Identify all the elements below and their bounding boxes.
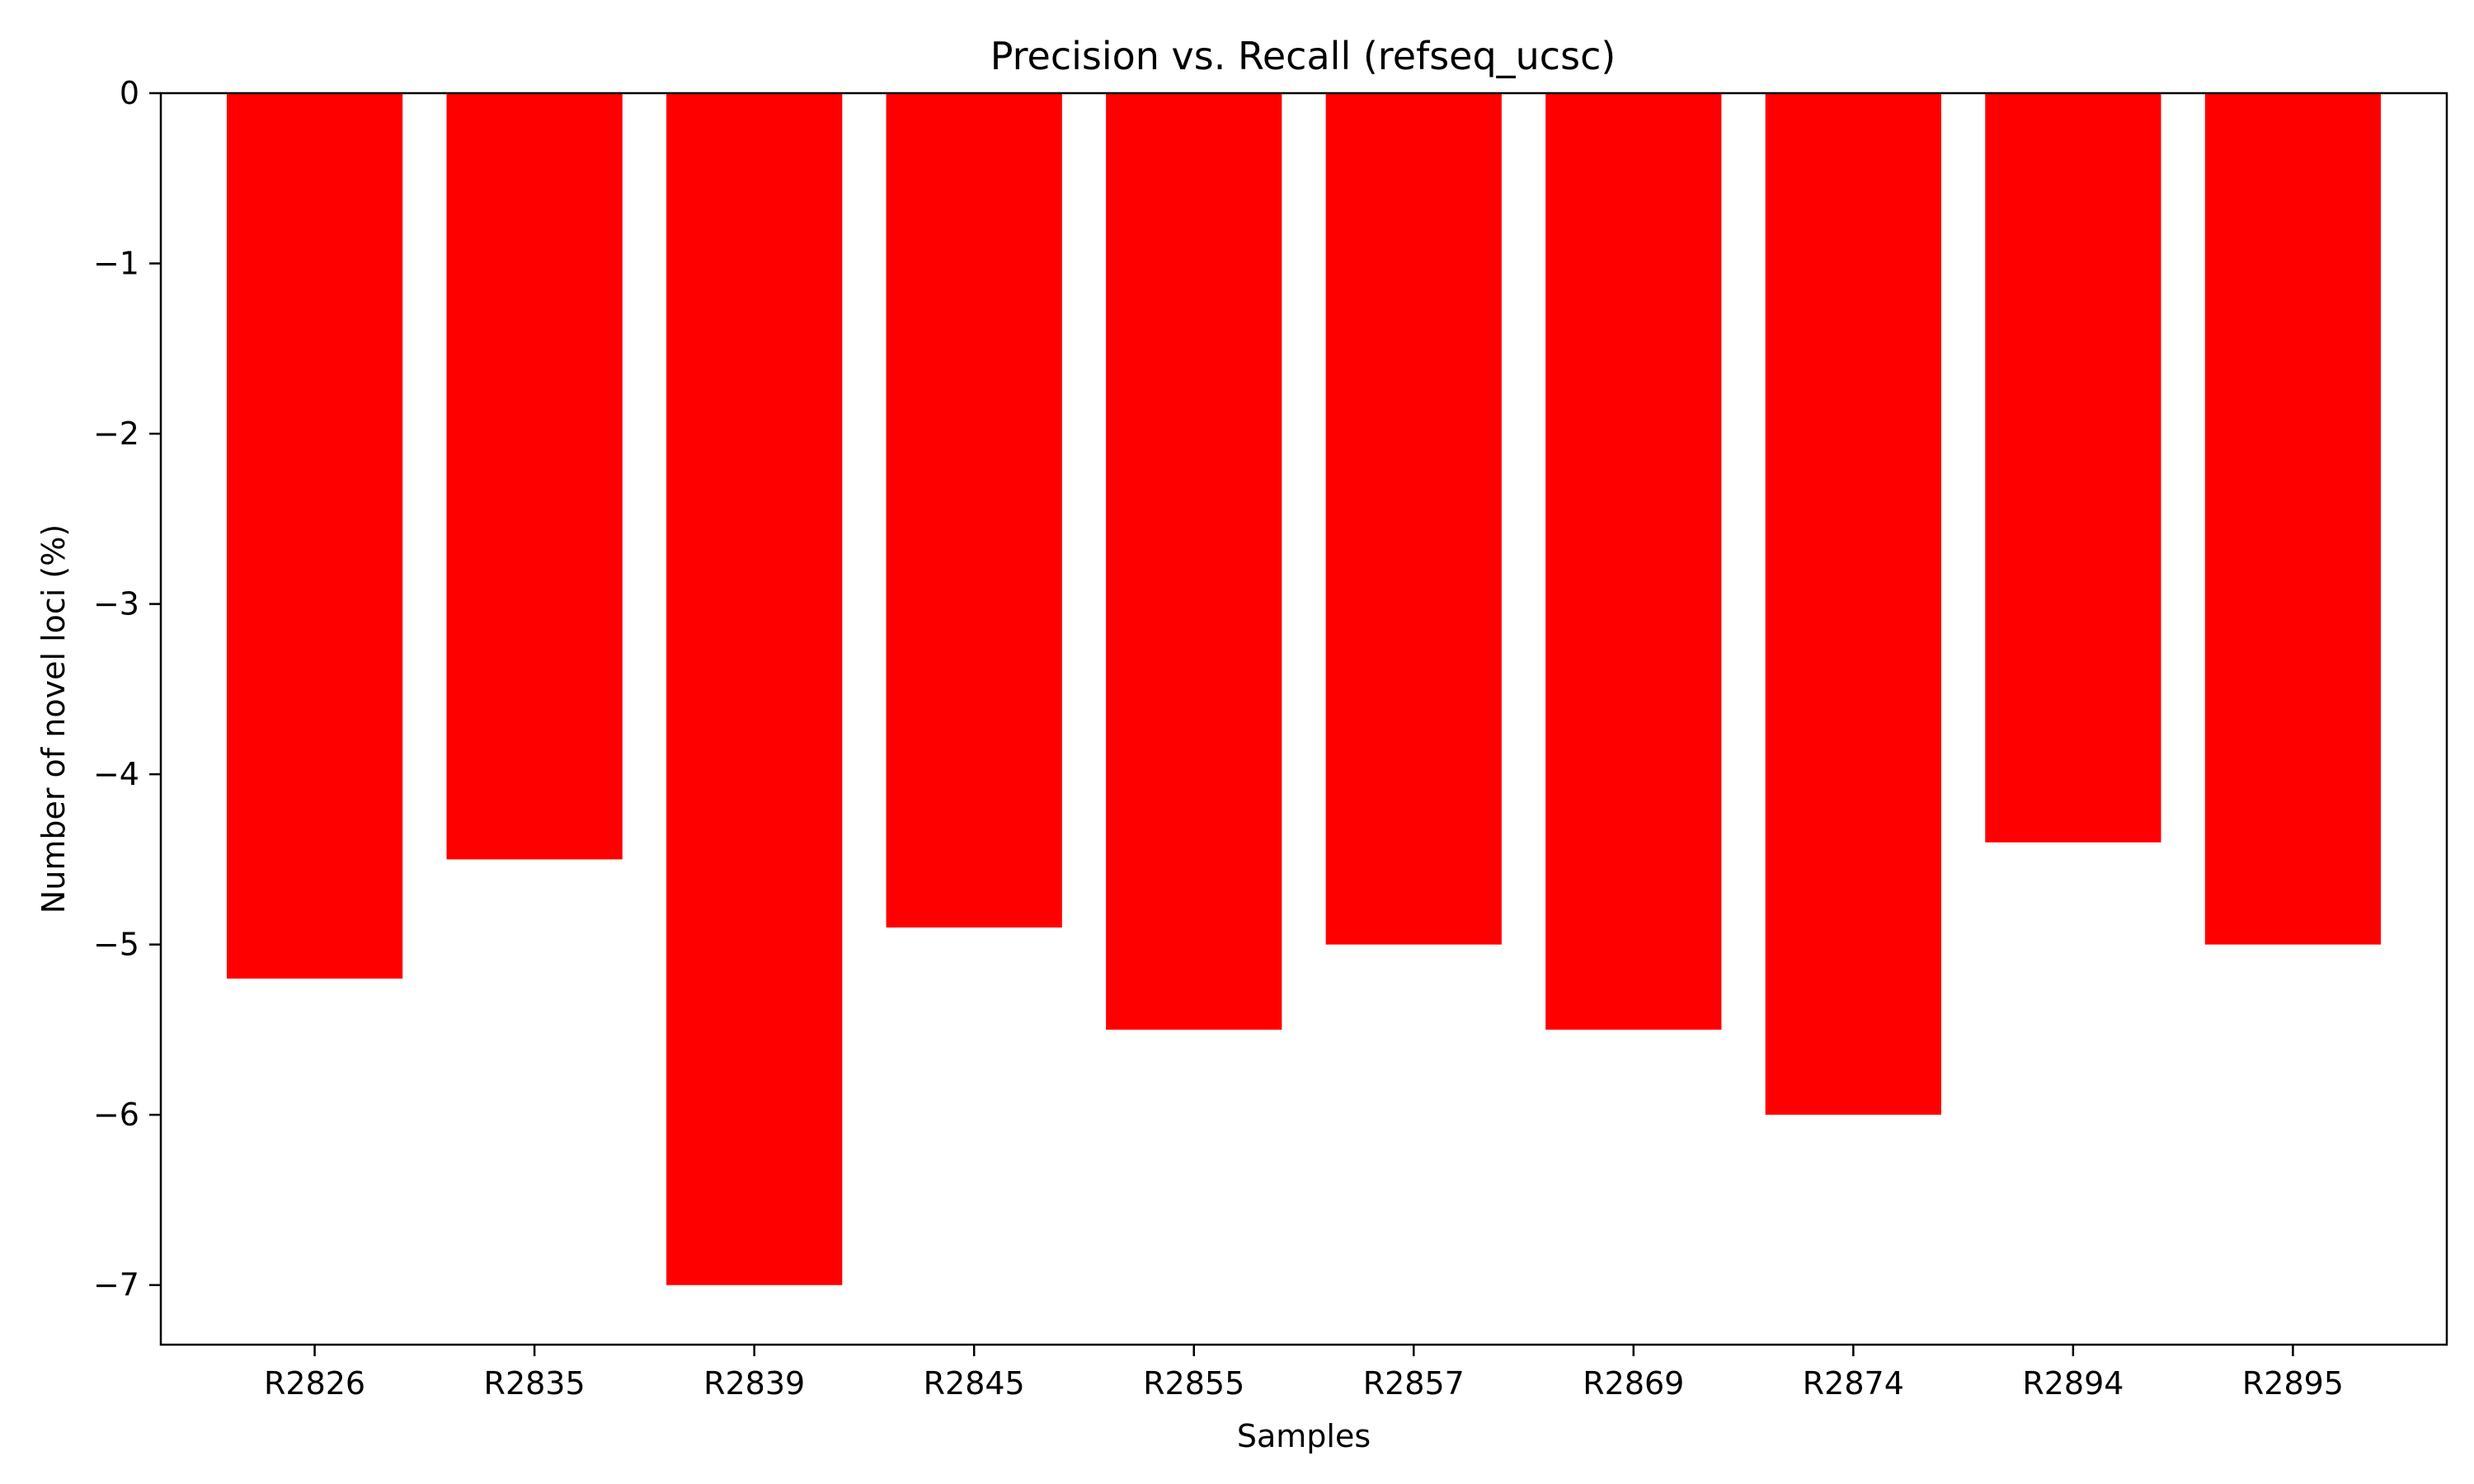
- bar-r2845: [886, 93, 1062, 928]
- x-axis: R2826 R2835 R2839 R2845 R2855 R2857 R2869 R2874…: [264, 1345, 2344, 1402]
- bar-r2826: [226, 93, 403, 979]
- x-tick-label: R2826: [264, 1365, 365, 1402]
- bar-r2895: [2204, 93, 2382, 945]
- plot-frame: [159, 92, 2448, 1346]
- bar-r2855: [1106, 93, 1282, 1030]
- y-tick-label: −7: [93, 1267, 139, 1303]
- y-tick-label: −6: [93, 1097, 139, 1133]
- x-tick-label: R2845: [924, 1365, 1025, 1402]
- bar-r2869: [1545, 93, 1722, 1030]
- y-axis-title: Number of novel loci (%): [35, 524, 72, 913]
- y-tick-label: −2: [93, 416, 139, 452]
- bar-r2839: [666, 93, 843, 1285]
- x-tick-label: R2869: [1583, 1365, 1684, 1402]
- x-tick-label: R2894: [2022, 1365, 2124, 1402]
- y-tick-label: −3: [93, 586, 139, 622]
- chart-title: Precision vs. Recall (refseq_ucsc): [990, 34, 1616, 78]
- bar-r2894: [1985, 93, 2161, 843]
- y-axis: 0 −1 −2 −3 −4 −5 −6 −7: [93, 75, 161, 1303]
- x-tick-label: R2835: [484, 1365, 586, 1402]
- bar-r2835: [446, 93, 623, 860]
- bar-r2857: [1325, 93, 1502, 945]
- x-tick-label: R2895: [2242, 1365, 2344, 1402]
- x-tick-label: R2874: [1803, 1365, 1904, 1402]
- bar-r2874: [1765, 93, 1941, 1115]
- x-axis-title: Samples: [1237, 1418, 1371, 1454]
- y-tick-label: −5: [93, 927, 139, 963]
- y-tick-label: −1: [93, 246, 139, 282]
- bars-layer: [226, 93, 2382, 1285]
- x-tick-label: R2855: [1143, 1365, 1244, 1402]
- x-tick-label: R2857: [1363, 1365, 1465, 1402]
- y-tick-label: 0: [120, 75, 139, 111]
- x-tick-label: R2839: [703, 1365, 805, 1402]
- y-tick-label: −4: [93, 756, 139, 792]
